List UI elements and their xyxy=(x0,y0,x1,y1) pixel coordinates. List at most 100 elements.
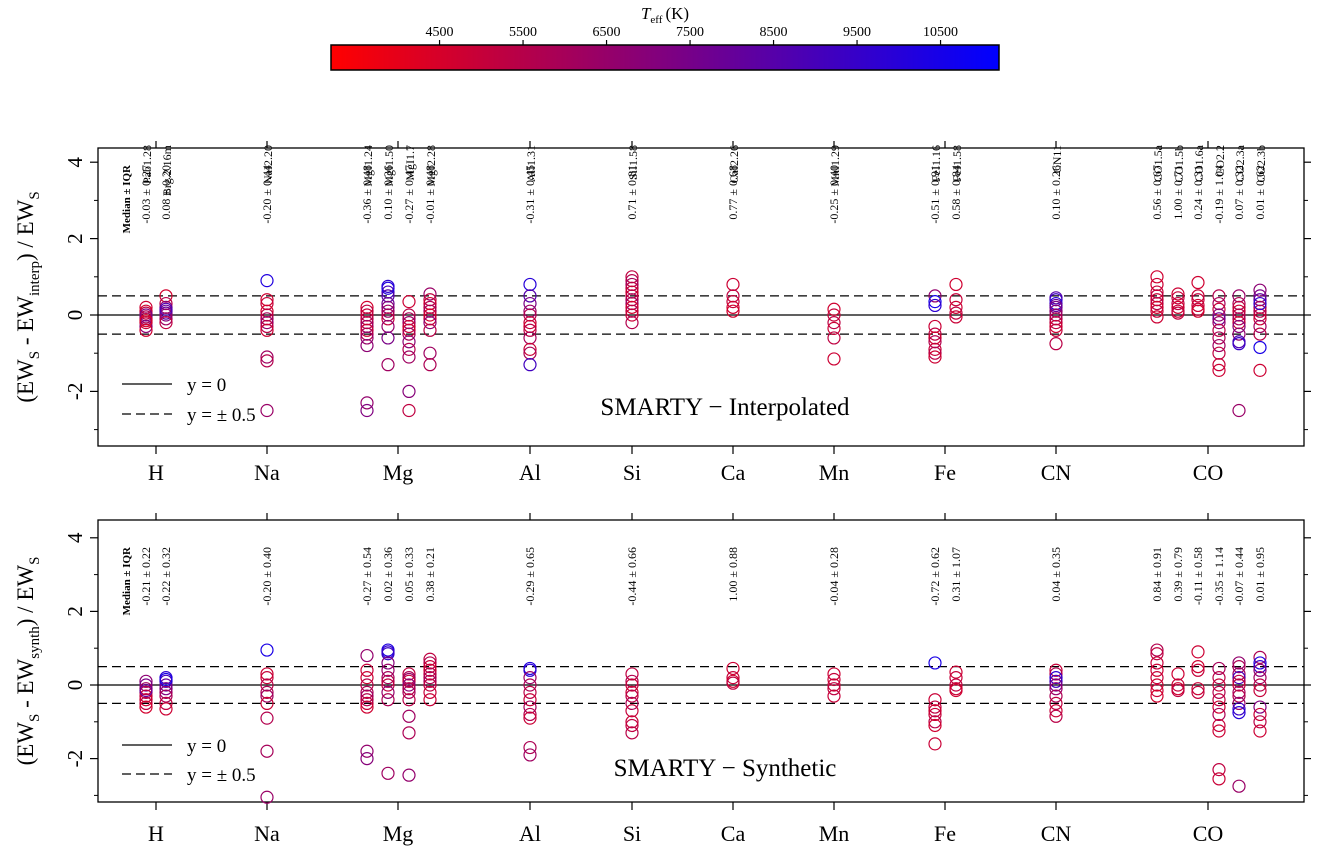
data-point xyxy=(260,403,274,418)
data-point xyxy=(139,674,153,688)
data-point xyxy=(1171,678,1185,692)
data-point xyxy=(1232,312,1246,326)
data-point xyxy=(1049,337,1063,351)
data-point xyxy=(360,671,374,685)
data-point xyxy=(1212,763,1226,777)
data-point xyxy=(360,751,374,766)
median-iqr-label: -0.25 ± 0.40 xyxy=(827,165,841,224)
x-tick-label: Ca xyxy=(721,821,746,846)
data-point xyxy=(260,643,274,657)
data-point xyxy=(260,323,274,337)
data-point xyxy=(1150,304,1164,318)
data-point xyxy=(1212,718,1226,733)
data-point xyxy=(360,685,374,699)
data-point xyxy=(523,323,537,337)
data-point xyxy=(1253,659,1267,674)
data-point xyxy=(360,693,374,707)
data-point xyxy=(1150,656,1164,670)
data-point xyxy=(360,696,374,711)
data-point xyxy=(360,396,374,410)
panel-interpolated: -2 0 2 4 H Na Mg Al Si Ca Mn Fe CN CO Median ± IQR -0… xyxy=(13,141,1311,485)
data-point xyxy=(360,403,374,418)
data-point xyxy=(159,312,173,326)
data-point xyxy=(360,338,374,353)
line-label: CO1.5b xyxy=(1172,145,1186,183)
data-point xyxy=(1232,656,1246,670)
data-point xyxy=(1150,678,1164,692)
data-point xyxy=(260,744,274,758)
y-axis-label-part: S xyxy=(27,191,43,199)
data-point xyxy=(381,304,395,318)
data-point xyxy=(1253,663,1267,677)
median-iqr-annotations: Median ± IQR -0.03 ± 0.27 0.08 ± 0.20 -0.20… xyxy=(121,164,1267,233)
data-point xyxy=(1232,779,1246,793)
data-point xyxy=(625,685,639,699)
colorbar-tick-label: 5500 xyxy=(509,25,537,40)
median-iqr-label: -0.27 ± 0.47 xyxy=(402,165,416,224)
data-point xyxy=(402,327,416,341)
data-point xyxy=(1212,707,1226,722)
data-point xyxy=(1253,312,1267,326)
data-point xyxy=(1049,667,1063,681)
line-label: CaI2.26 xyxy=(727,145,741,183)
data-point xyxy=(159,316,173,330)
median-iqr-label: 0.08 ± 0.20 xyxy=(159,165,173,220)
x-tick-label: CN xyxy=(1041,460,1072,485)
line-label: CO1.5a xyxy=(1151,144,1165,182)
colorbar-title: Teff (K) xyxy=(641,4,689,26)
data-point xyxy=(1232,696,1246,711)
x-tick-label: Na xyxy=(254,460,280,485)
median-iqr-label: -0.35 ± 1.14 xyxy=(1212,547,1226,606)
data-points xyxy=(139,270,1267,418)
data-point xyxy=(1191,645,1205,659)
data-point xyxy=(402,350,416,364)
line-label: CO1.6a xyxy=(1192,144,1206,182)
data-point xyxy=(1191,298,1205,313)
median-iqr-label: -0.03 ± 0.27 xyxy=(139,165,153,224)
data-point xyxy=(1232,678,1246,692)
data-point xyxy=(402,403,416,418)
data-point xyxy=(402,709,416,723)
data-point xyxy=(423,316,437,330)
y-axis-label-part: S xyxy=(27,557,43,565)
data-point xyxy=(381,671,395,685)
data-point xyxy=(139,693,153,707)
data-point xyxy=(949,678,963,692)
median-iqr-label: 0.77 ± 0.68 xyxy=(726,165,740,220)
data-point xyxy=(139,683,153,698)
data-point xyxy=(928,718,942,733)
data-point xyxy=(1191,659,1205,674)
data-point xyxy=(139,700,153,714)
y-tick-label: 2 xyxy=(63,606,87,617)
data-point xyxy=(423,667,437,681)
y-axis-label-part: (EW xyxy=(13,722,38,766)
data-point xyxy=(1253,678,1267,692)
colorbar-tick-label: 4500 xyxy=(426,25,454,40)
median-iqr-label: 0.10 ± 0.36 xyxy=(381,165,395,220)
data-point xyxy=(159,689,173,703)
data-point xyxy=(360,744,374,758)
data-point xyxy=(1232,702,1246,716)
data-point xyxy=(1232,327,1246,341)
data-point xyxy=(381,281,395,295)
data-points xyxy=(139,643,1267,804)
median-iqr-label: 0.71 ± 0.81 xyxy=(625,165,639,220)
data-point xyxy=(1212,289,1226,303)
data-point xyxy=(402,693,416,707)
y-axis-label-part: synth xyxy=(27,626,43,659)
line-label: MgI1.7 xyxy=(403,145,417,181)
median-iqr-label: -0.07 ± 0.44 xyxy=(1232,547,1246,606)
median-iqr-label: -0.44 ± 0.66 xyxy=(625,547,639,606)
reference-lines xyxy=(98,665,1304,705)
median-iqr-label: 0.01 ± 0.62 xyxy=(1253,165,1267,220)
data-point xyxy=(523,711,537,725)
x-tick-label: Fe xyxy=(934,821,956,846)
x-tick-label: Fe xyxy=(934,460,956,485)
data-point xyxy=(726,295,740,309)
data-point xyxy=(360,648,374,663)
data-point xyxy=(159,696,173,711)
plot-frame xyxy=(97,147,1305,447)
data-point xyxy=(726,671,740,685)
data-point xyxy=(159,685,173,699)
line-labels: Pab1.28 Brg.2.16m NaI2.20 MgI1.24 MgI1.50 MgI… xyxy=(140,144,1268,196)
